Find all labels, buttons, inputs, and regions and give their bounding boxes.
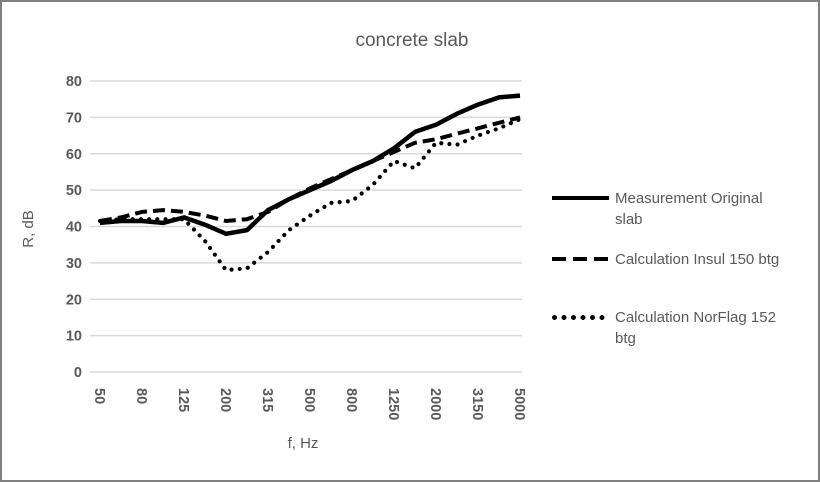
series-line-dashed	[99, 115, 521, 223]
series-line-solid	[99, 93, 521, 237]
x-tick-label: 125	[175, 388, 191, 412]
series-lines	[97, 93, 523, 273]
y-tick-label: 0	[74, 365, 82, 381]
x-tick-label: 2000	[427, 388, 443, 420]
x-tick-label: 5000	[511, 388, 527, 420]
gridlines	[90, 80, 522, 373]
y-tick-label: 20	[66, 292, 82, 308]
x-tick-label: 500	[301, 388, 317, 412]
legend-label: Calculation NorFlag 152 btg	[615, 309, 776, 347]
x-tick-label: 800	[343, 388, 359, 412]
y-axis-title: R, dB	[20, 210, 37, 248]
y-axis-tick-labels: 80 70 60 50 40 30 20 10 0	[66, 74, 82, 381]
legend-item-calculation-norflag-152-btg: Calculation NorFlag 152 btg	[552, 307, 787, 349]
y-tick-label: 60	[66, 147, 82, 163]
x-axis-title: f, Hz	[288, 435, 319, 452]
legend-dotted-line-swatch	[552, 315, 609, 320]
x-tick-label: 315	[259, 388, 275, 412]
legend-label: Calculation Insul 150 btg	[615, 251, 780, 268]
series-line-dotted	[97, 117, 523, 273]
y-tick-label: 30	[66, 256, 82, 272]
x-axis-tick-labels: 50 80 125 200 315 500 800 1250 2000 3150 5000	[91, 388, 527, 420]
legend-label: Measurement Original slab	[615, 190, 763, 228]
y-tick-label: 50	[66, 183, 82, 199]
y-tick-label: 10	[66, 329, 82, 345]
legend-dashed-line-swatch	[552, 257, 609, 261]
legend-item-measurement-original-slab: Measurement Original slab	[552, 188, 787, 230]
legend-solid-line-swatch	[552, 196, 609, 200]
y-tick-label: 40	[66, 220, 82, 236]
x-tick-label: 3150	[469, 388, 485, 420]
legend-item-calculation-insul-150-btg: Calculation Insul 150 btg	[552, 249, 787, 270]
x-tick-label: 80	[133, 388, 149, 404]
chart-title: concrete slab	[355, 30, 468, 51]
x-tick-label: 1250	[385, 388, 401, 420]
y-tick-label: 80	[66, 74, 82, 90]
y-tick-label: 70	[66, 110, 82, 126]
x-tick-label: 200	[217, 388, 233, 412]
x-tick-label: 50	[91, 388, 107, 404]
